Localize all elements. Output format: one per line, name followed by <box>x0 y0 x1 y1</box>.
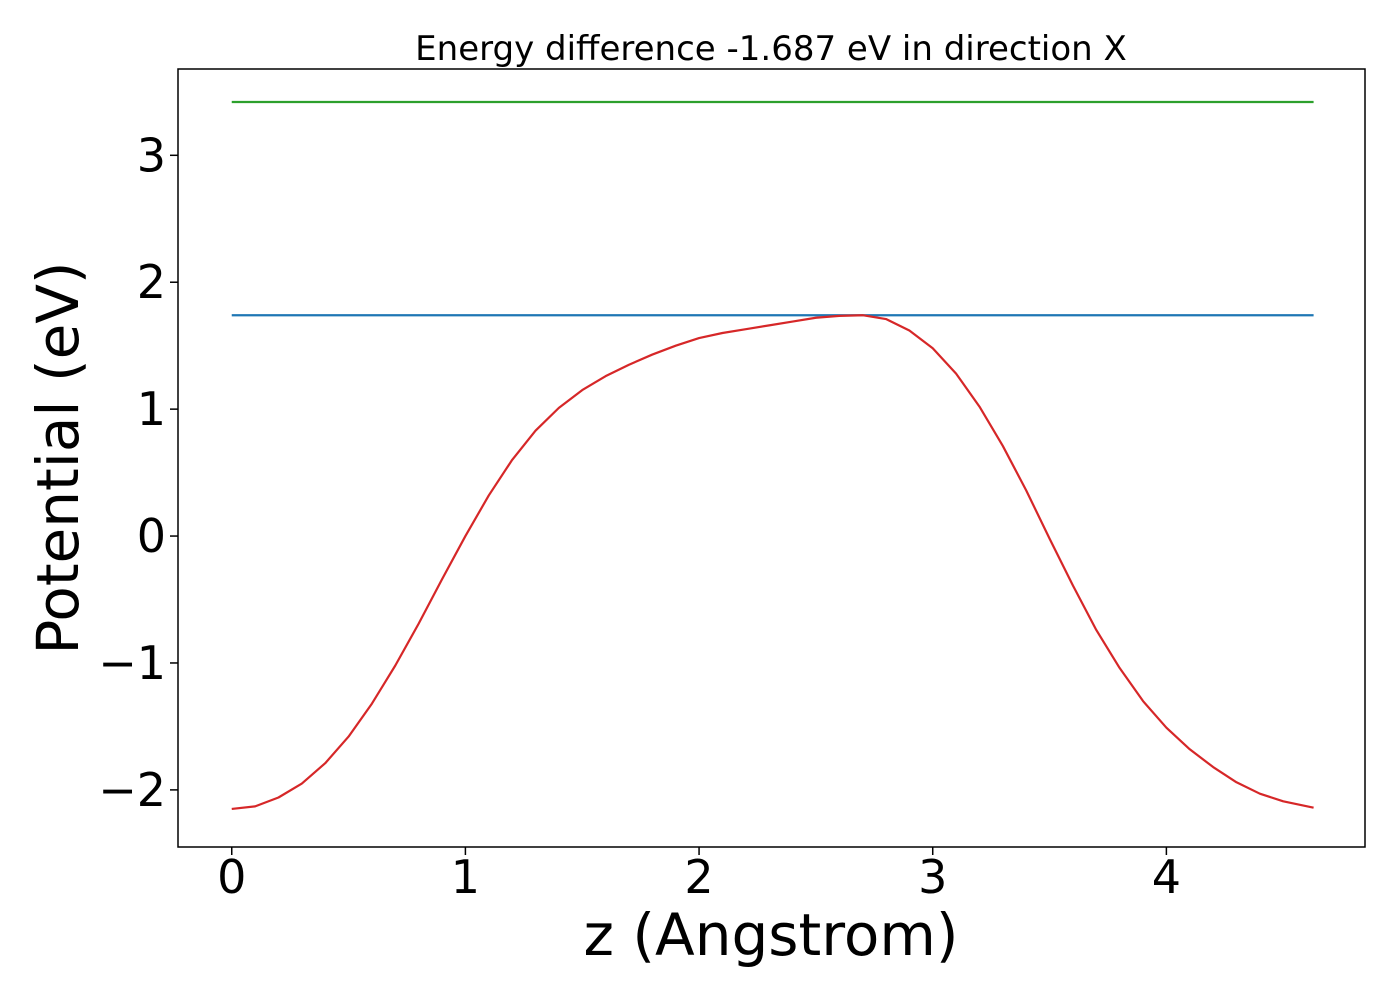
x-axis: 0 1 2 3 4 <box>217 847 1181 904</box>
y-tick-label: −1 <box>98 636 166 690</box>
series-line-2 <box>231 314 1314 811</box>
x-tick-label: 3 <box>918 850 947 904</box>
x-tick-label: 0 <box>217 850 246 904</box>
y-axis-label: Potential (eV) <box>24 261 92 654</box>
plot-frame <box>177 68 1366 848</box>
y-axis: −2 −1 0 1 2 3 <box>98 128 178 817</box>
y-tick-label: 3 <box>137 128 166 182</box>
plot-area <box>231 100 1314 811</box>
y-tick-label: 2 <box>137 255 166 309</box>
y-tick-label: 1 <box>137 382 166 436</box>
x-axis-label: z (Angstrom) <box>584 901 959 969</box>
x-tick-label: 4 <box>1152 850 1181 904</box>
chart-title: Energy difference -1.687 eV in direction… <box>415 29 1127 69</box>
y-tick-label: −2 <box>98 763 166 817</box>
x-tick-label: 1 <box>451 850 480 904</box>
x-tick-label: 2 <box>684 850 713 904</box>
y-tick-label: 0 <box>137 509 166 563</box>
